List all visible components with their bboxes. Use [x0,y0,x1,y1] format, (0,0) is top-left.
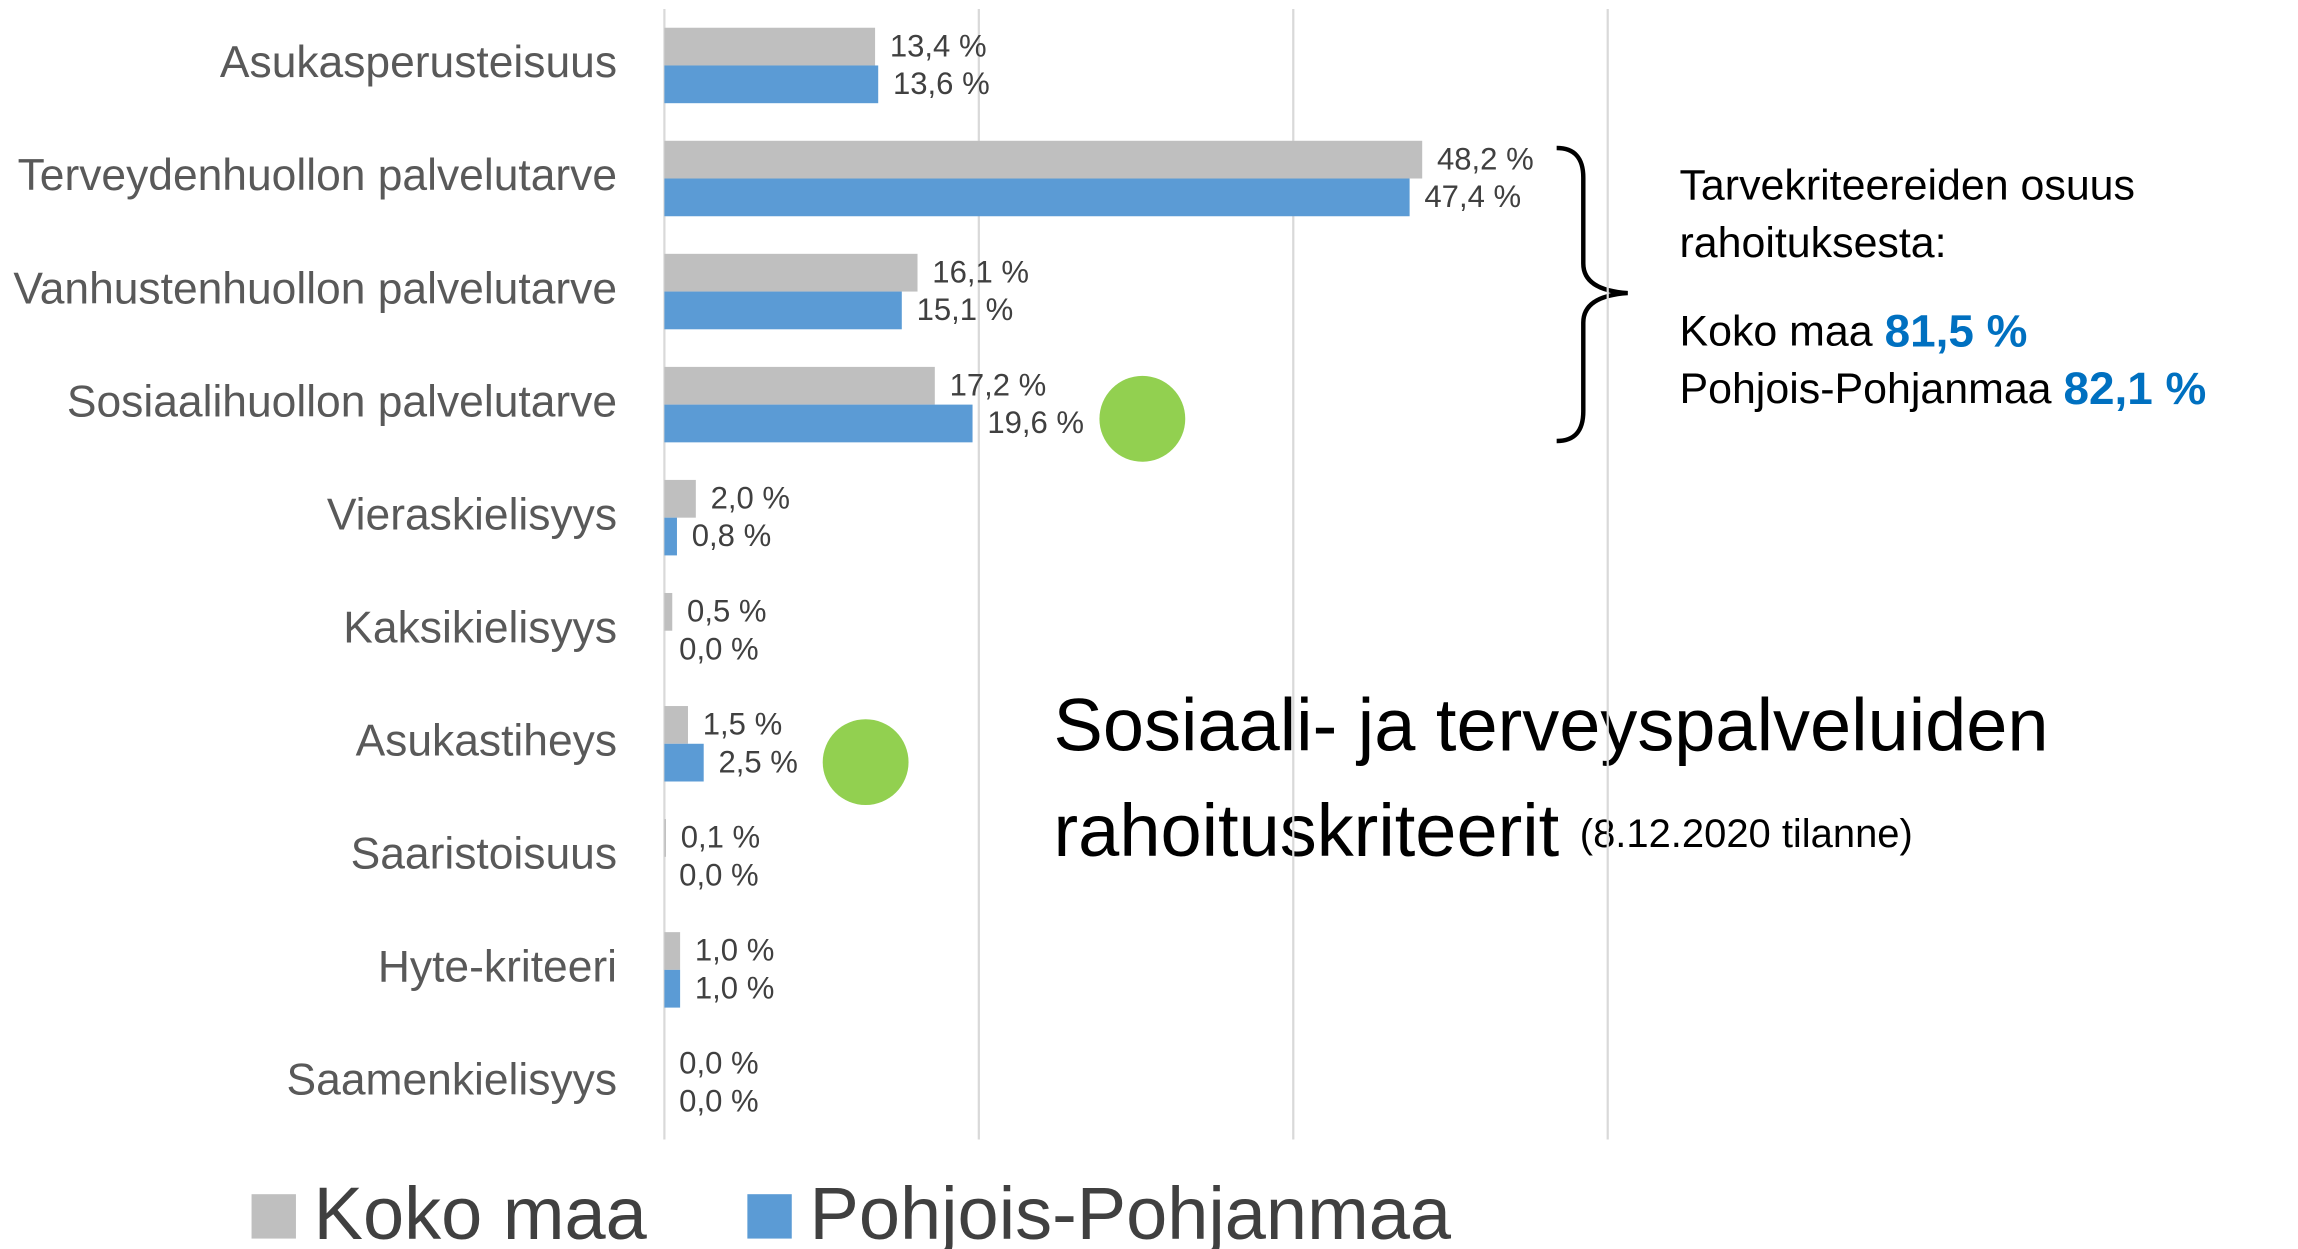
y-tick-label: Kaksikielisyys [343,603,617,652]
data-label: 1,5 % [703,707,782,742]
data-label: 0,1 % [681,820,760,855]
chart-title: Sosiaali- ja terveyspalveluiden [1054,684,2049,767]
bar [664,291,902,330]
data-label: 2,0 % [711,480,790,515]
bar [664,819,666,857]
data-label: 48,2 % [1437,141,1534,176]
data-label: 16,1 % [932,254,1029,289]
summary-heading: rahoituksesta: [1679,219,1946,267]
summary-value: 82,1 % [2063,362,2206,414]
data-label: 0,8 % [692,518,771,553]
bar [664,27,876,66]
data-label: 2,5 % [718,744,797,779]
y-tick-label: Vieraskielisyys [327,490,617,539]
y-tick-label: Asukasperusteisuus [220,38,617,87]
data-label: 0,0 % [679,857,758,892]
legend-label: Pohjois-Pohjanmaa [810,1172,1452,1249]
y-tick-label: Hyte-kriteeri [378,943,617,992]
bar [664,366,935,405]
data-label: 47,4 % [1424,179,1521,214]
bar [664,743,704,782]
data-label: 1,0 % [695,970,774,1005]
data-label: 0,5 % [687,594,766,629]
chart-title-line: rahoituskriteerit [1054,789,1560,872]
highlight-dot [1099,375,1186,462]
y-tick-label: Sosiaalihuollon palvelutarve [67,377,617,426]
data-label: 13,6 % [893,66,990,101]
brace [1556,145,1628,444]
y-tick-label: Saaristoisuus [351,830,617,879]
data-label: 15,1 % [917,292,1014,327]
y-tick-label: Vanhustenhuollon palvelutarve [13,264,617,313]
y-tick-label: Asukastiheys [356,716,617,765]
data-label: 19,6 % [987,405,1084,440]
data-label: 0,0 % [679,631,758,666]
legend-swatch [251,1194,296,1239]
summary-value: 81,5 % [1885,305,2028,357]
summary-label: Pohjois-Pohjanmaa [1679,366,2051,414]
summary-label: Koko maa [1679,308,1872,356]
data-label: 1,0 % [695,933,774,968]
data-label: 0,0 % [679,1046,758,1081]
bar [664,404,973,443]
bar [664,517,677,556]
y-tick-label: Terveydenhuollon palvelutarve [18,151,617,200]
bar [664,253,918,292]
plot: Asukasperusteisuus 13,4 %13,6 % Terveydenh… [13,8,1609,1249]
bar [664,178,1410,217]
summary-line: Pohjois-Pohjanmaa 82,1 % [1679,362,2206,414]
bar [664,932,681,970]
highlight-dot [822,719,909,806]
data-label: 13,4 % [890,28,987,63]
bar [664,479,696,518]
bar [664,140,1423,179]
data-label: 17,2 % [950,367,1047,402]
summary-line: Koko maa 81,5 % [1679,305,2027,357]
data-label: 0,0 % [679,1083,758,1118]
bar [664,592,673,631]
bar [664,65,879,104]
bar [664,969,681,1008]
legend-swatch [747,1194,792,1239]
bar [664,706,688,744]
y-tick-label: Saamenkielisyys [287,1056,617,1105]
legend-label: Koko maa [314,1172,648,1249]
chart-title: rahoituskriteerit (8.12.2020 tilanne) [1054,789,1913,872]
summary-heading: Tarvekriteereiden osuus [1679,161,2135,209]
chart-subtitle: (8.12.2020 tilanne) [1580,812,1913,856]
